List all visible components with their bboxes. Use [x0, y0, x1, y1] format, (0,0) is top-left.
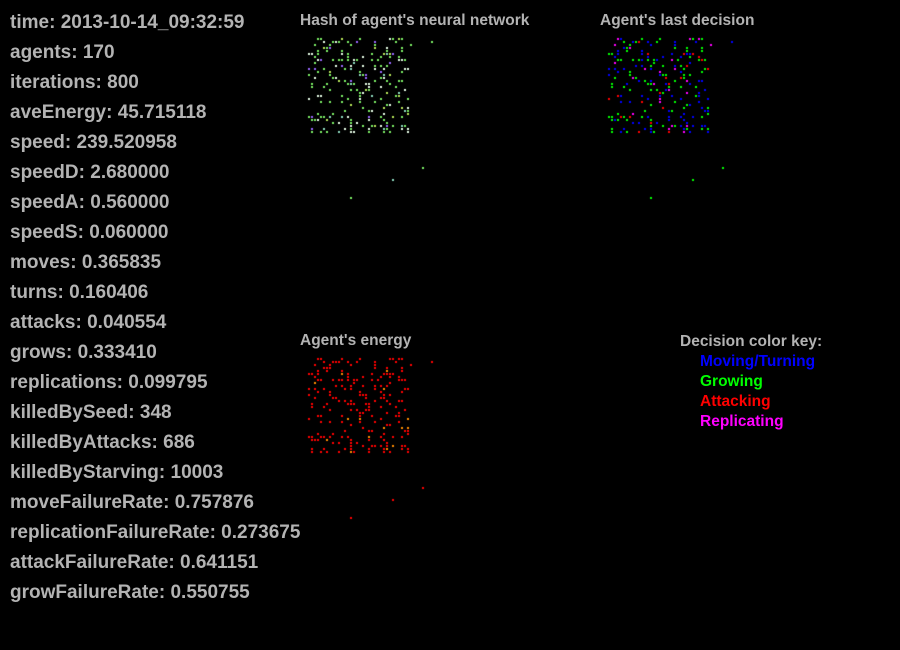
key-item-replicating: Replicating [700, 413, 784, 430]
stat-grows: grows: 0.333410 [10, 338, 300, 368]
stat-value: 0.060000 [89, 222, 169, 243]
stat-separator: : [78, 192, 91, 213]
decision-color-key: Decision color key: Moving/Turning Growin… [680, 332, 822, 432]
stat-killedByStarving: killedByStarving: 10003 [10, 458, 300, 488]
stat-moves: moves: 0.365835 [10, 248, 300, 278]
stat-separator: : [57, 282, 70, 303]
stat-separator: : [158, 462, 171, 483]
stat-value: 170 [82, 42, 115, 63]
stat-value: 348 [139, 402, 172, 423]
stat-aveEnergy: aveEnergy: 45.715118 [10, 98, 300, 128]
energy-grid-canvas [300, 354, 460, 554]
stat-label: aveEnergy [10, 102, 107, 123]
stat-attackFailureRate: attackFailureRate: 0.641151 [10, 548, 300, 578]
stat-value: 45.715118 [117, 102, 207, 123]
stat-label: agents [10, 42, 72, 63]
stat-attacks: attacks: 0.040554 [10, 308, 300, 338]
stats-list: time: 2013-10-14_09:32:59 agents: 170 iter… [10, 8, 300, 608]
stat-label: moves [10, 252, 71, 273]
stat-value: 2013-10-14_09:32:59 [60, 12, 245, 33]
stat-value: 0.099795 [128, 372, 208, 393]
stat-turns: turns: 0.160406 [10, 278, 300, 308]
stat-separator: : [116, 372, 129, 393]
stat-value: 0.757876 [174, 492, 254, 513]
stat-speedS: speedS: 0.060000 [10, 218, 300, 248]
decision-panel-title: Agent's last decision [600, 12, 755, 29]
stat-value: 0.641151 [180, 552, 259, 573]
stat-value: 0.333410 [77, 342, 157, 363]
stat-value: 0.040554 [87, 312, 167, 333]
stat-label: turns [10, 282, 58, 303]
stat-separator: : [71, 42, 83, 63]
stat-separator: : [151, 432, 164, 453]
stat-separator: : [158, 582, 171, 603]
decision-grid-canvas [600, 34, 760, 234]
stat-value: 10003 [170, 462, 224, 483]
stat-killedByAttacks: killedByAttacks: 686 [10, 428, 300, 458]
stat-value: 0.560000 [90, 192, 170, 213]
stat-label: speedS [10, 222, 78, 243]
stat-value: 0.550755 [170, 582, 250, 603]
stat-separator: : [163, 492, 175, 513]
stat-value: 0.160406 [69, 282, 149, 303]
stat-value: 0.365835 [81, 252, 162, 273]
stat-time: time: 2013-10-14_09:32:59 [10, 8, 300, 38]
stat-value: 239.520958 [76, 132, 177, 153]
stat-moveFailureRate: moveFailureRate: 0.757876 [10, 488, 300, 518]
stat-label: attacks [10, 312, 76, 333]
key-items: Moving/Turning Growing Attacking Replicatin… [680, 352, 822, 432]
stat-speedA: speedA: 0.560000 [10, 188, 300, 218]
stat-value: 2.680000 [90, 162, 170, 183]
key-title: Decision color key: [680, 333, 823, 350]
stat-label: attackFailureRate [10, 552, 169, 573]
key-item-growing: Growing [700, 373, 763, 390]
stat-label: growFailureRate [10, 582, 159, 603]
energy-panel-title: Agent's energy [300, 332, 412, 349]
stat-replicationFailureRate: replicationFailureRate: 0.273675 [10, 518, 300, 548]
stat-iterations: iterations: 800 [10, 68, 300, 98]
hash-panel-title: Hash of agent's neural network [300, 12, 530, 29]
stat-value: 800 [107, 72, 139, 93]
stat-replications: replications: 0.099795 [10, 368, 300, 398]
stat-label: killedByAttacks [10, 432, 152, 453]
key-item-moving-turning: Moving/Turning [700, 353, 816, 370]
stat-separator: : [168, 552, 181, 573]
stat-separator: : [65, 342, 78, 363]
stat-label: grows [10, 342, 66, 363]
stat-killedBySeed: killedBySeed: 348 [10, 398, 300, 428]
stat-speed: speed: 239.520958 [10, 128, 300, 158]
stat-agents: agents: 170 [10, 38, 300, 68]
stat-label: killedByStarving [10, 462, 159, 483]
stat-value: 0.273675 [221, 522, 301, 543]
stat-separator: : [106, 102, 118, 123]
stat-separator: : [49, 12, 61, 33]
stat-separator: : [75, 312, 88, 333]
stat-label: iterations [10, 72, 96, 93]
stat-growFailureRate: growFailureRate: 0.550755 [10, 578, 300, 608]
stat-separator: : [209, 522, 222, 543]
stat-separator: : [95, 72, 108, 93]
stat-value: 686 [163, 432, 195, 453]
stat-label: replications [10, 372, 117, 393]
stat-label: replicationFailureRate [10, 522, 210, 543]
stat-label: speedD [10, 162, 79, 183]
stat-label: speedA [10, 192, 79, 213]
stat-separator: : [128, 402, 140, 423]
stat-label: killedBySeed [10, 402, 129, 423]
stat-label: moveFailureRate [10, 492, 164, 513]
key-item-attacking: Attacking [700, 393, 771, 410]
stat-separator: : [70, 252, 82, 273]
stat-label: time [10, 12, 50, 33]
stat-speedD: speedD: 2.680000 [10, 158, 300, 188]
stat-separator: : [64, 132, 77, 153]
stat-label: speed [10, 132, 65, 153]
hash-grid-canvas [300, 34, 460, 234]
stat-separator: : [77, 222, 90, 243]
stat-separator: : [78, 162, 91, 183]
